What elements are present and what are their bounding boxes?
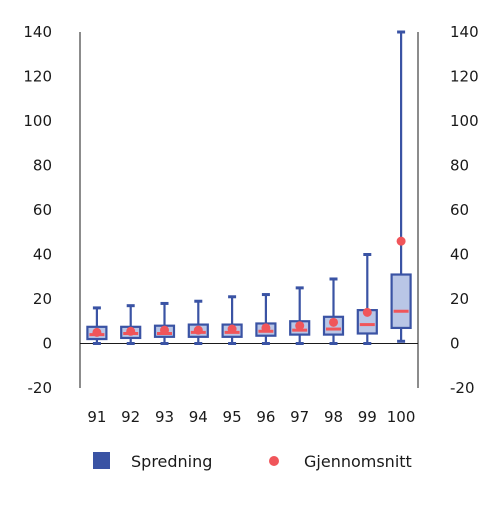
x-axis: 91 92 93 94 95 96 97 98 99 100 [87,408,415,426]
box-94 [187,299,209,345]
box-iqr [390,273,412,330]
y-tick-label-left: 140 [23,23,52,41]
legend-swatch-spredning [93,452,110,469]
y-tick-label-right: 100 [450,112,479,130]
box-92 [120,304,142,345]
x-tick-label: 98 [324,408,343,426]
box-91 [86,306,108,345]
y-axis-left: -20 0 20 40 60 80 100 120 140 [23,23,52,397]
y-tick-label-left: 20 [33,290,52,308]
box-93 [153,301,176,345]
y-tick-label-right: 120 [450,68,479,86]
x-tick-label: 91 [87,408,106,426]
y-tick-label-left: 80 [33,157,52,175]
y-tick-label-left: -20 [28,379,53,397]
mean-point [193,325,203,335]
y-tick-label-right: 80 [450,157,469,175]
box-series [86,30,412,345]
y-tick-label-right: 20 [450,290,469,308]
mean-point [92,327,102,337]
box-95 [221,295,243,345]
legend-label-spredning: Spredning [131,452,212,471]
mean-point [261,323,271,333]
y-tick-label-right: 40 [450,246,469,264]
x-tick-label: 92 [121,408,140,426]
x-tick-label: 97 [290,408,309,426]
x-tick-label: 95 [223,408,242,426]
y-tick-label-right: -20 [450,379,475,397]
y-tick-label-right: 0 [450,335,460,353]
box-100 [390,30,412,343]
axes [79,32,419,388]
x-tick-label: 94 [189,408,208,426]
y-tick-label-left: 0 [42,335,52,353]
box-99 [356,253,378,345]
y-axis-right: -20 0 20 40 60 80 100 120 140 [450,23,479,397]
x-tick-label: 96 [256,408,275,426]
x-tick-label: 93 [155,408,174,426]
mean-point [126,326,136,336]
y-tick-label-left: 120 [23,68,52,86]
mean-point [329,317,338,327]
box-97 [289,286,311,345]
legend-swatch-gjennomsnitt [269,456,279,466]
box-98 [322,277,345,345]
y-tick-label-right: 60 [450,201,469,219]
mean-point [227,324,237,334]
y-tick-label-left: 60 [33,201,52,219]
mean-point [160,325,169,335]
legend-label-gjennomsnitt: Gjennomsnitt [304,452,412,471]
mean-point [396,236,406,246]
mean-series [92,236,406,337]
x-tick-label: 99 [358,408,377,426]
y-tick-label-left: 40 [33,246,52,264]
y-tick-label-left: 100 [23,112,52,130]
legend: Spredning Gjennomsnitt [93,452,412,471]
y-tick-label-right: 140 [450,23,479,41]
mean-point [295,321,305,331]
mean-point [362,307,372,317]
x-tick-label: 100 [387,408,416,426]
box-96 [255,293,277,345]
